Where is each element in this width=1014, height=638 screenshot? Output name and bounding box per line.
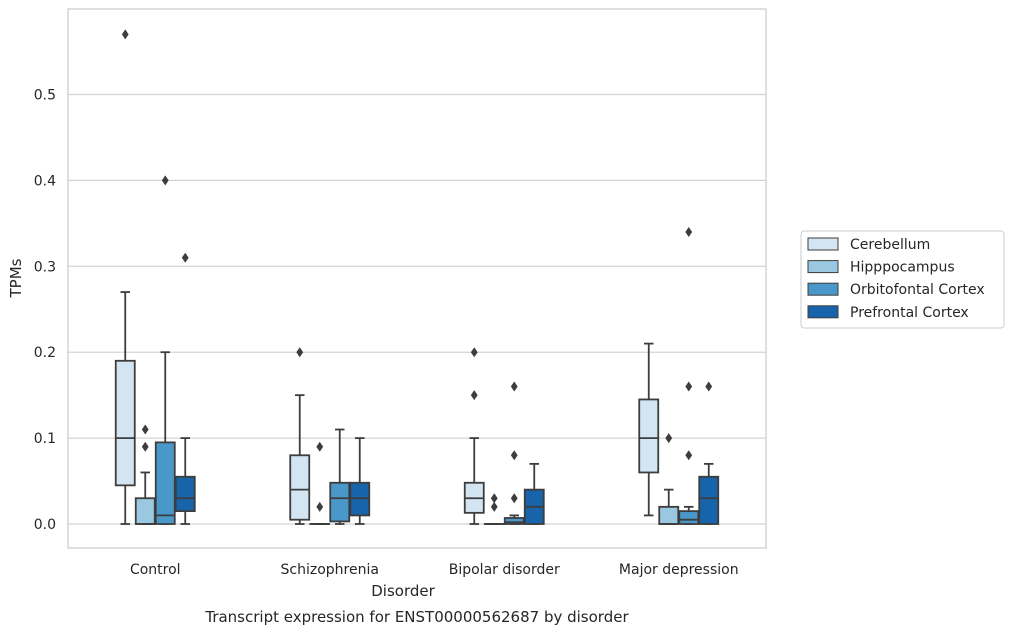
y-tick-label: 0.4 [34,173,56,189]
legend-swatch [808,283,838,295]
legend-swatch [808,261,838,273]
y-tick-label: 0.0 [34,517,56,533]
x-tick-label: Major depression [619,562,739,578]
box-body [330,483,349,522]
legend: Cerebellum Hipppocampus Orbitofontal Corte… [801,231,1004,328]
legend-swatch [808,238,838,250]
box-body [116,361,135,486]
y-tick-label: 0.3 [34,259,56,275]
box-body [176,477,195,511]
legend-swatch [808,306,838,318]
box-body [699,477,718,524]
x-tick-label: Bipolar disorder [449,562,560,578]
y-tick-label: 0.2 [34,345,56,361]
legend-label: Hipppocampus [850,260,955,276]
x-tick-label: Control [130,562,181,578]
legend-label: Cerebellum [850,237,930,253]
box-body [659,507,678,524]
legend-label: Prefrontal Cortex [850,305,969,321]
y-axis-label: TPMs [7,258,25,298]
box-body [679,511,698,524]
box-body [156,442,175,524]
x-tick-label: Schizophrenia [281,562,379,578]
box-body [290,455,309,519]
y-tick-label: 0.1 [34,431,56,447]
legend-label: Orbitofontal Cortex [850,282,985,298]
box-body [639,399,658,472]
box-body [136,498,155,524]
x-axis-label: Disorder [371,582,435,600]
chart-caption: Transcript expression for ENST0000056268… [204,608,629,626]
y-tick-label: 0.5 [34,88,56,104]
